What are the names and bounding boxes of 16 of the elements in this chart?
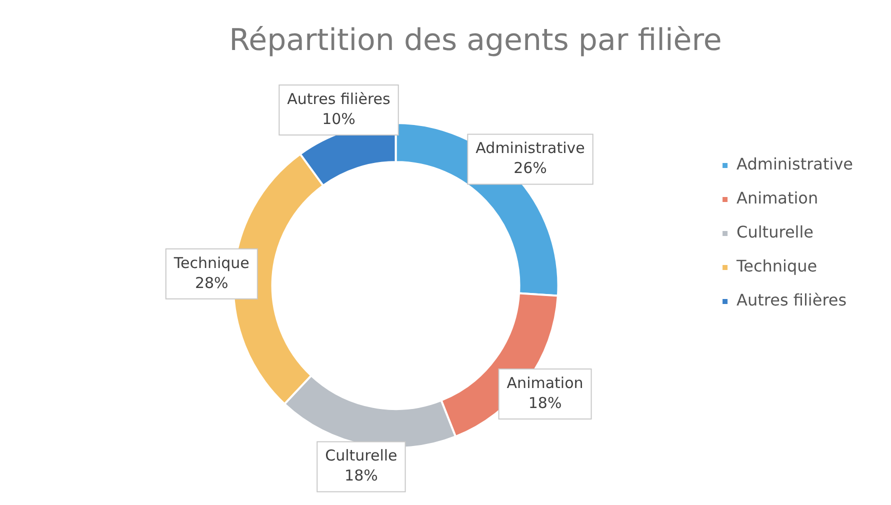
slice-label: Administrative: [476, 139, 585, 158]
slice-label: Culturelle: [325, 446, 398, 465]
legend-label: Animation: [736, 188, 818, 208]
data-label: 28%: [194, 274, 228, 292]
chart-title: Répartition des agents par filière: [229, 22, 722, 58]
slice-label: Animation: [506, 374, 584, 392]
data-label: 18%: [528, 394, 562, 412]
data-label: 10%: [322, 110, 356, 128]
data-label: 26%: [514, 159, 547, 178]
slice-label: Technique: [172, 254, 250, 272]
legend-label: Administrative: [736, 154, 854, 174]
legend-label: Technique: [736, 256, 818, 276]
slice-label: Autres filières: [287, 90, 391, 108]
legend-label: Culturelle: [736, 222, 814, 242]
legend-label: Autres filières: [736, 290, 847, 310]
data-label: 18%: [344, 466, 378, 485]
